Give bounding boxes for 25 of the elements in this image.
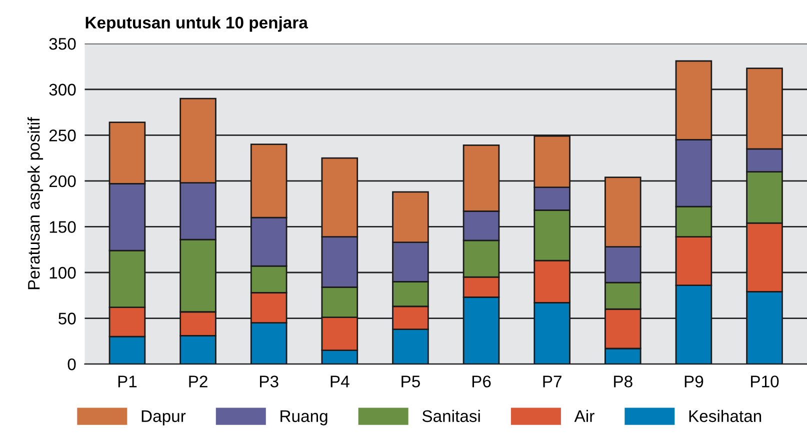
y-tick-label: 250 xyxy=(49,130,76,142)
legend-label: Kesihatan xyxy=(689,410,762,422)
y-tick-label: 200 xyxy=(49,175,76,188)
y-tick-label: 150 xyxy=(50,221,76,233)
x-tick-label: P8 xyxy=(614,376,632,388)
x-tick-label: P3 xyxy=(260,376,278,388)
y-tick-label: 0 xyxy=(68,358,76,370)
x-tick-label: P7 xyxy=(543,376,562,388)
y-tick-label: 350 xyxy=(49,38,76,50)
chart-title: Keputusan untuk 10 penjara xyxy=(86,16,308,32)
x-tick-label: P4 xyxy=(330,376,350,388)
x-tick-label: P9 xyxy=(684,376,704,388)
y-axis-title: Peratusan aspek positif xyxy=(28,117,44,290)
legend-label: Sanitasi xyxy=(422,410,480,422)
legend-label: Dapur xyxy=(142,410,186,426)
x-tick-label: P10 xyxy=(751,376,779,388)
x-tick-label: P1 xyxy=(118,376,137,388)
legend-label: Air xyxy=(574,410,594,422)
legend-label: Ruang xyxy=(280,410,328,426)
y-tick-label: 50 xyxy=(58,312,76,324)
x-tick-label: P6 xyxy=(472,376,491,388)
y-tick-label: 100 xyxy=(50,266,76,279)
x-tick-label: P2 xyxy=(189,376,208,388)
y-tick-label: 300 xyxy=(49,84,76,96)
x-tick-label: P5 xyxy=(402,376,420,388)
